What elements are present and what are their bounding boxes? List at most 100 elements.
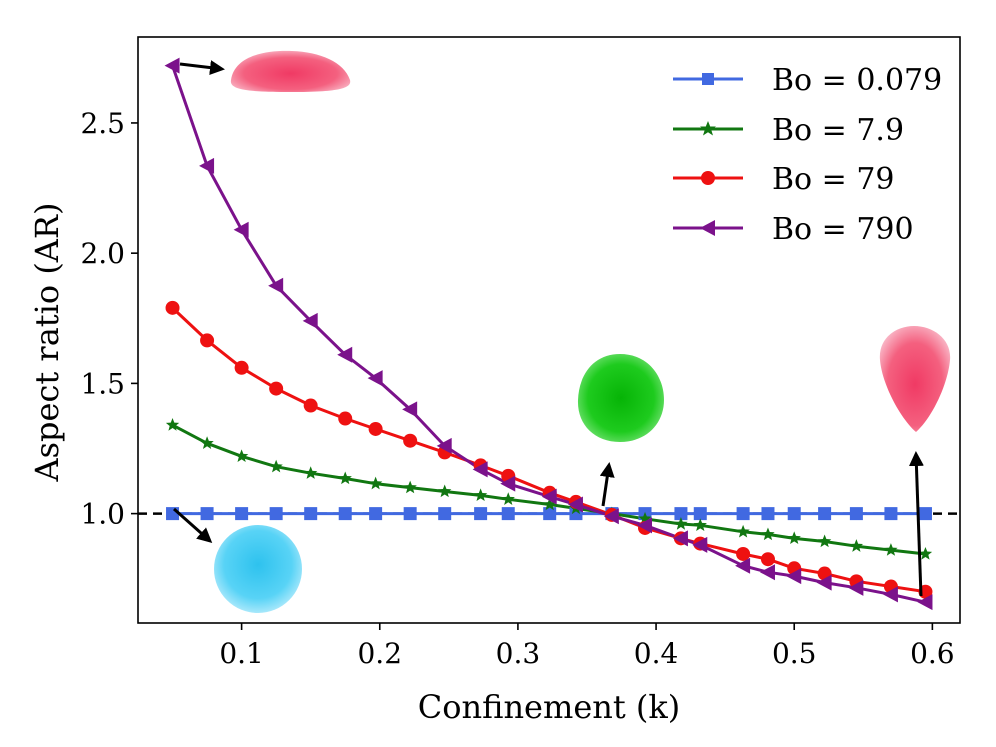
y-tick-label: 2.5 xyxy=(80,107,125,140)
data-point-series-1 xyxy=(638,511,652,525)
data-point-series-3 xyxy=(367,370,383,387)
data-point-series-0 xyxy=(787,507,801,521)
data-point-series-1 xyxy=(918,546,933,560)
data-point-series-3 xyxy=(692,536,708,553)
data-point-series-0 xyxy=(736,507,750,521)
arrow-to-spherical-drop xyxy=(173,507,213,543)
data-point-series-2 xyxy=(303,398,318,413)
data-point-series-3 xyxy=(500,475,516,492)
data-point-series-3 xyxy=(472,461,488,478)
legend: Bo = 0.079 Bo = 7.9 Bo = 79 Bo = 790 xyxy=(673,63,942,247)
legend-entry-bo-79a: Bo = 7.9 xyxy=(673,113,904,148)
x-tick-label: 0.1 xyxy=(219,637,264,670)
data-point-series-3 xyxy=(603,508,619,525)
data-point-series-0 xyxy=(438,507,452,521)
data-point-series-0 xyxy=(369,507,383,521)
y-tick-label: 1.5 xyxy=(80,367,125,400)
y-tick-label: 2.0 xyxy=(80,237,125,270)
x-tick-label: 0.5 xyxy=(772,637,817,670)
data-point-series-2 xyxy=(269,381,284,396)
data-point-series-0 xyxy=(818,507,832,521)
arrow-to-elongated-drop xyxy=(908,451,924,597)
x-tick-label: 0.4 xyxy=(634,637,679,670)
axis-ticks: 0.1 0.2 0.3 0.4 0.5 0.6 1.0 1.5 2.0 2.5 xyxy=(80,107,954,670)
data-point-series-0 xyxy=(674,507,688,521)
data-point-series-1 xyxy=(674,517,688,530)
data-point-series-2 xyxy=(403,433,418,448)
data-point-series-3 xyxy=(759,564,775,581)
data-point-series-3 xyxy=(786,568,802,585)
data-point-series-3 xyxy=(337,346,353,363)
data-point-series-0 xyxy=(543,507,557,521)
data-point-series-2 xyxy=(368,421,383,436)
legend-entry-bo-79: Bo = 79 xyxy=(673,162,895,197)
data-point-series-0 xyxy=(269,507,283,521)
data-point-series-3 xyxy=(917,594,933,611)
y-axis-label: Aspect ratio (AR) xyxy=(28,203,66,483)
legend-marker-bo-79a xyxy=(700,121,716,136)
data-point-series-1 xyxy=(200,436,214,449)
data-point-series-3 xyxy=(436,437,452,454)
data-point-series-3 xyxy=(233,221,249,238)
data-point-series-1 xyxy=(787,531,801,545)
data-point-series-3 xyxy=(816,574,832,591)
data-point-series-3 xyxy=(637,517,653,534)
data-point-series-3 xyxy=(268,277,284,294)
data-point-series-1 xyxy=(234,449,249,462)
data-point-series-2 xyxy=(200,333,215,348)
data-point-series-0 xyxy=(403,507,417,521)
data-point-series-1 xyxy=(543,497,557,511)
legend-label-bo-790: Bo = 790 xyxy=(772,212,914,247)
data-point-series-1 xyxy=(761,527,775,541)
data-point-series-3 xyxy=(567,496,583,513)
data-point-series-0 xyxy=(474,507,488,521)
data-point-series-1 xyxy=(438,484,452,498)
data-point-series-0 xyxy=(501,507,515,521)
data-point-series-3 xyxy=(164,57,180,74)
data-point-series-1 xyxy=(501,492,515,505)
data-point-series-3 xyxy=(882,586,898,603)
data-point-series-3 xyxy=(735,557,751,574)
data-point-series-1 xyxy=(338,471,352,485)
x-tick-label: 0.3 xyxy=(496,637,541,670)
series-line-1 xyxy=(171,423,926,556)
data-point-series-3 xyxy=(302,312,318,329)
data-point-series-1 xyxy=(736,524,750,538)
legend-label-bo-79: Bo = 79 xyxy=(772,162,895,197)
data-point-series-1 xyxy=(473,488,488,502)
data-point-series-3 xyxy=(402,401,418,418)
data-point-series-2 xyxy=(338,411,353,426)
legend-marker-bo-79 xyxy=(701,171,715,185)
round-green-drop-icon xyxy=(577,354,664,442)
data-point-series-1 xyxy=(304,466,318,479)
data-point-series-1 xyxy=(403,480,417,494)
flattened-drop-icon xyxy=(230,50,351,92)
data-point-series-0 xyxy=(200,507,214,521)
y-tick-label: 1.0 xyxy=(80,498,125,531)
data-point-series-1 xyxy=(817,534,832,548)
data-point-series-0 xyxy=(918,507,932,521)
data-point-series-2 xyxy=(760,552,775,567)
data-point-series-0 xyxy=(761,507,775,521)
legend-entry-bo-790: Bo = 790 xyxy=(673,212,914,247)
legend-marker-bo-790 xyxy=(700,220,715,236)
data-point-series-0 xyxy=(693,507,707,521)
data-point-series-0 xyxy=(235,507,249,521)
arrow-to-green-drop xyxy=(599,462,615,507)
arrow-to-flattened-drop xyxy=(179,60,225,76)
data-point-series-1 xyxy=(849,539,864,552)
x-tick-label: 0.6 xyxy=(910,637,955,670)
data-point-series-0 xyxy=(338,507,352,521)
data-point-series-2 xyxy=(736,546,751,561)
data-point-series-3 xyxy=(541,488,557,505)
x-axis-label: Confinement (k) xyxy=(418,688,681,726)
plot-frame xyxy=(137,36,961,624)
data-point-series-3 xyxy=(672,530,688,547)
data-point-series-1 xyxy=(693,518,707,531)
data-point-series-3 xyxy=(848,579,864,596)
spherical-drop-icon xyxy=(214,525,302,613)
data-point-series-0 xyxy=(849,507,863,521)
drop-annotations xyxy=(173,50,951,613)
data-point-series-3 xyxy=(199,157,215,174)
